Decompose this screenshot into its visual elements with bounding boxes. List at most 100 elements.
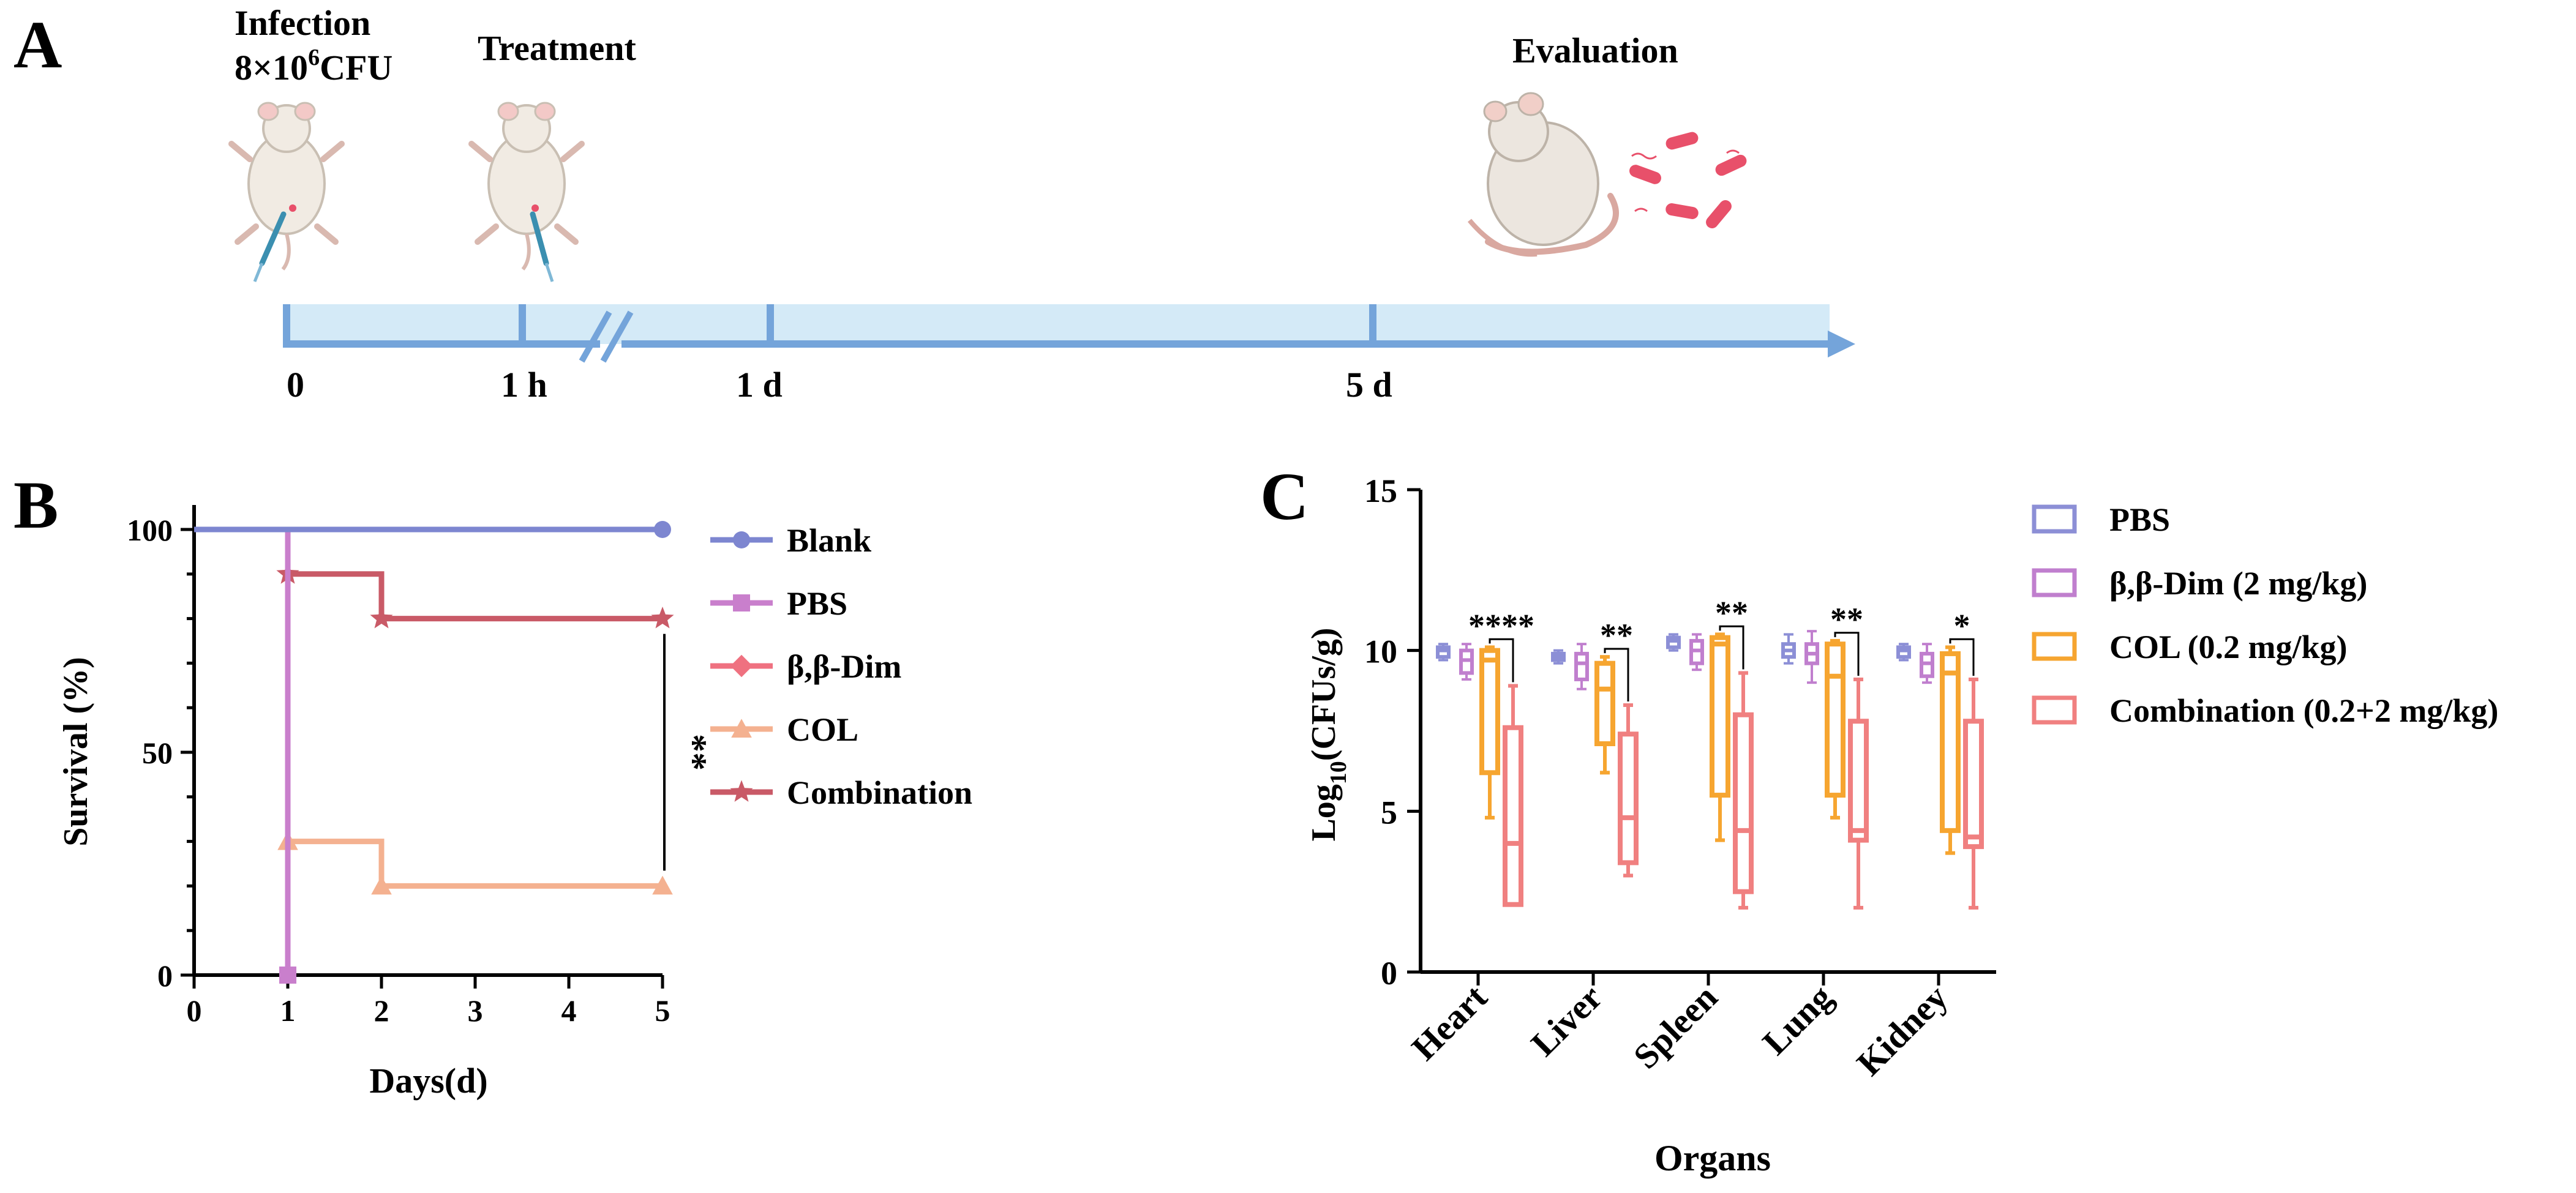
box-iqr — [1940, 651, 1961, 833]
significance-label: ** — [1830, 601, 1863, 638]
legend-label: β,β-Dim — [787, 648, 901, 685]
panel-label-a: A — [13, 7, 62, 82]
box-pbs-liver — [1551, 649, 1566, 665]
mouse-infection-icon — [228, 102, 345, 282]
timeline-label-0: 0 — [287, 365, 304, 405]
box-iqr — [1848, 719, 1869, 843]
legend-marker — [733, 594, 750, 611]
survival-x-tick-label: 0 — [187, 993, 202, 1028]
box-x-tick-label: Kidney — [1849, 977, 1956, 1083]
significance-bracket — [1604, 648, 1629, 701]
significance-bracket — [1719, 625, 1744, 670]
legend-label: Combination (0.2+2 mg/kg) — [2109, 692, 2498, 729]
box-col-liver — [1594, 655, 1615, 775]
survival-point — [651, 607, 674, 629]
survival-line-combination — [194, 526, 663, 622]
legend-marker — [731, 719, 752, 738]
evaluation-label: Evaluation — [1512, 31, 1678, 70]
legend-swatch — [2032, 504, 2077, 534]
box-x-tick-label: Lung — [1755, 977, 1840, 1062]
box-combination-spleen — [1733, 671, 1754, 910]
box-iqr — [1963, 719, 1984, 850]
box-iqr — [1710, 635, 1730, 798]
box-iqr — [1594, 660, 1615, 747]
box-x-tick-label: Liver — [1523, 977, 1610, 1064]
survival-x-tick-label: 4 — [561, 993, 577, 1028]
box-x-tick-label: Spleen — [1626, 977, 1725, 1076]
survival-y-axis-label: Survival (%) — [57, 657, 95, 847]
infection-label: Infection — [235, 3, 370, 43]
survival-y-tick-label: 100 — [127, 513, 173, 547]
significance-label: ** — [1715, 594, 1748, 631]
box-iqr — [1618, 731, 1639, 866]
panel-label-c: C — [1260, 459, 1309, 534]
timeline: 0 1 h 1 d 5 d — [283, 304, 1855, 405]
survival-point — [371, 875, 392, 895]
significance-bracket — [1489, 638, 1514, 683]
box-col-kidney — [1940, 645, 1961, 855]
box-dim-heart — [1459, 643, 1474, 681]
box-x-tick-label: Heart — [1404, 977, 1495, 1068]
box-iqr — [1825, 641, 1846, 798]
box-dim-liver — [1574, 643, 1589, 690]
timeline-label-1d: 1 d — [736, 365, 783, 405]
panel-a: A Infection 8×106CFU Treatment Evaluatio… — [13, 3, 1855, 405]
significance-label: **** — [1468, 607, 1534, 644]
legend-swatch — [2032, 695, 2077, 725]
survival-y-tick-label: 50 — [142, 736, 173, 770]
box-iqr — [1733, 712, 1754, 894]
box-combination-heart — [1503, 684, 1523, 907]
legend-label: COL — [787, 711, 858, 748]
legend-label: β,β-Dim (2 mg/kg) — [2109, 565, 2367, 602]
box-iqr — [1479, 648, 1500, 776]
timeline-label-5d: 5 d — [1346, 365, 1392, 405]
significance-label: ** — [1600, 617, 1633, 654]
survival-x-tick-label: 3 — [468, 993, 483, 1028]
box-y-tick-label: 10 — [1364, 634, 1397, 670]
treatment-label: Treatment — [478, 28, 636, 68]
legend-label: PBS — [787, 585, 847, 622]
legend-marker — [730, 780, 753, 802]
box-iqr — [1574, 651, 1589, 681]
rat-evaluation-icon — [1467, 92, 1619, 257]
infection-dose-label: 8×106CFU — [235, 45, 392, 88]
legend-label: PBS — [2109, 501, 2170, 538]
significance-bracket — [1834, 632, 1860, 676]
box-col-lung — [1825, 638, 1846, 820]
timeline-label-1h: 1 h — [501, 365, 547, 405]
legend-swatch — [2032, 632, 2077, 661]
survival-point — [370, 607, 393, 629]
legend-marker — [733, 531, 750, 548]
survival-y-tick-label: 0 — [157, 959, 173, 993]
survival-series: ** — [194, 521, 714, 984]
timeline-band — [287, 304, 1830, 344]
box-y-tick-label: 15 — [1364, 473, 1397, 509]
box-col-heart — [1479, 645, 1500, 820]
significance-bracket — [1949, 638, 1975, 676]
box-y-tick-label: 5 — [1381, 794, 1397, 831]
box-pbs-heart — [1436, 643, 1451, 662]
panel-label-b: B — [13, 468, 58, 542]
box-legend: PBS β,β-Dim (2 mg/kg) COL (0.2 mg/kg) Combi… — [2032, 501, 2498, 729]
survival-point — [654, 521, 671, 538]
box-y-axis-label: Log10(CFUs/g) — [1305, 627, 1351, 841]
significance-label: ** — [674, 734, 714, 771]
survival-axes: 0 50 100 0 1 2 3 4 5 — [127, 505, 670, 1028]
survival-legend: Blank PBS β,β-Dim COL Combination — [710, 522, 972, 811]
survival-x-tick-label: 2 — [374, 993, 389, 1028]
box-combination-lung — [1848, 677, 1869, 910]
survival-x-tick-label: 1 — [280, 993, 296, 1028]
box-pbs-kidney — [1896, 643, 1911, 662]
significance-label: * — [1954, 607, 1970, 644]
box-axes: 0 5 10 15 Heart Liver Spleen Lung Kidney — [1364, 473, 1996, 1083]
legend-label: Combination — [787, 774, 972, 811]
legend-label: Blank — [787, 522, 871, 559]
survival-line-col — [194, 526, 663, 889]
box-dim-spleen — [1689, 633, 1704, 671]
survival-x-tick-label: 5 — [655, 993, 670, 1028]
survival-point — [652, 875, 673, 895]
bacteria-icon — [1629, 132, 1747, 229]
legend-label: COL (0.2 mg/kg) — [2109, 629, 2348, 665]
